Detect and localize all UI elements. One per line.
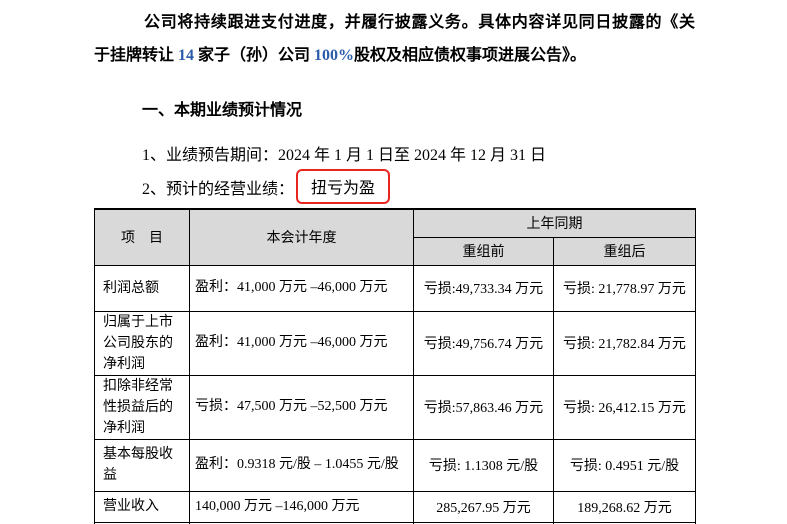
table-header-row-1: 项 目 本会计年度 上年同期 [94, 208, 696, 266]
forecast-period-label: 1、业绩预告期间： [142, 147, 279, 164]
row-label: 营业收入 [94, 490, 190, 523]
row-before-value: 285,267.95 万元 [413, 490, 554, 523]
row-label: 利润总额 [94, 264, 190, 312]
forecast-result-line: 2、预计的经营业绩： 扭亏为盈 [142, 169, 391, 204]
percent-number: 100% [314, 47, 355, 64]
paragraph-text: 股权及相应债权事项进展公告》。 [354, 47, 587, 64]
intro-paragraph: 公司将持续跟进支付进度，并履行披露义务。具体内容详见同日披露的《关 于挂牌转让 … [94, 6, 695, 72]
section-heading: 一、本期业绩预计情况 [142, 102, 303, 119]
header-after-restructuring: 重组后 [553, 236, 696, 266]
row-after-value: 189,268.62 万元 [553, 490, 696, 523]
row-after-value: 亏损: 21,778.97 万元 [553, 264, 696, 312]
table-row-operating-revenue: 营业收入 140,000 万元 –146,000 万元 285,267.95 万… [94, 490, 696, 523]
row-after-value: 亏损: 0.4951 元/股 [553, 438, 696, 492]
row-current-value: 亏损：47,500 万元 –52,500 万元 [189, 374, 414, 440]
row-before-value: 亏损: 1.1308 元/股 [413, 438, 554, 492]
forecast-result-label: 2、预计的经营业绩： [142, 180, 295, 198]
table-row-clipped [94, 521, 696, 524]
row-before-value: 亏损:57,863.46 万元 [413, 374, 554, 440]
row-before-value: 亏损:49,756.74 万元 [413, 310, 554, 376]
table-row-net-profit-attributable: 归属于上市公司股东的净利润 盈利：41,000 万元 –46,000 万元 亏损… [94, 310, 696, 376]
table-row-total-profit: 利润总额 盈利：41,000 万元 –46,000 万元 亏损:49,733.3… [94, 264, 696, 312]
table-header-row-2: 重组前 重组后 [95, 236, 696, 266]
highlight-box-turnaround: 扭亏为盈 [296, 169, 391, 204]
performance-forecast-table: 项 目 本会计年度 上年同期 重组前 重组后 利润总额 盈利：41,000 万元… [94, 208, 696, 524]
count-number: 14 [178, 47, 195, 64]
intro-paragraph-line1: 公司将持续跟进支付进度，并履行披露义务。具体内容详见同日披露的《关 [144, 14, 695, 31]
header-last-year-same-period: 上年同期 [413, 208, 696, 238]
header-current-year: 本会计年度 [189, 208, 414, 266]
table-row-basic-eps: 基本每股收益 盈利：0.9318 元/股 – 1.0455 元/股 亏损: 1.… [94, 438, 696, 492]
row-label: 归属于上市公司股东的净利润 [94, 310, 190, 376]
intro-paragraph-line2: 于挂牌转让 14 家子（孙）公司 100%股权及相应债权事项进展公告》。 [94, 39, 695, 72]
forecast-period-line: 1、业绩预告期间：2024 年 1 月 1 日至 2024 年 12 月 31 … [142, 141, 546, 165]
header-before-restructuring: 重组前 [413, 236, 554, 266]
row-current-value: 盈利：0.9318 元/股 – 1.0455 元/股 [189, 438, 414, 492]
row-label: 扣除非经常性损益后的净利润 [94, 374, 190, 440]
paragraph-text: 于挂牌转让 [94, 47, 179, 64]
row-current-value: 140,000 万元 –146,000 万元 [189, 490, 414, 523]
row-current-value: 盈利：41,000 万元 –46,000 万元 [189, 264, 414, 312]
header-item: 项 目 [94, 208, 190, 266]
table-row-net-profit-excl-nonrecurring: 扣除非经常性损益后的净利润 亏损：47,500 万元 –52,500 万元 亏损… [94, 374, 696, 440]
row-after-value: 亏损: 26,412.15 万元 [553, 374, 696, 440]
row-before-value: 亏损:49,733.34 万元 [413, 264, 554, 312]
forecast-period-value: 2024 年 1 月 1 日至 2024 年 12 月 31 日 [278, 147, 547, 164]
row-label: 基本每股收益 [94, 438, 190, 492]
paragraph-text: 家子（孙）公司 [194, 47, 315, 64]
row-after-value: 亏损: 21,782.84 万元 [553, 310, 696, 376]
row-current-value: 盈利：41,000 万元 –46,000 万元 [189, 310, 414, 376]
